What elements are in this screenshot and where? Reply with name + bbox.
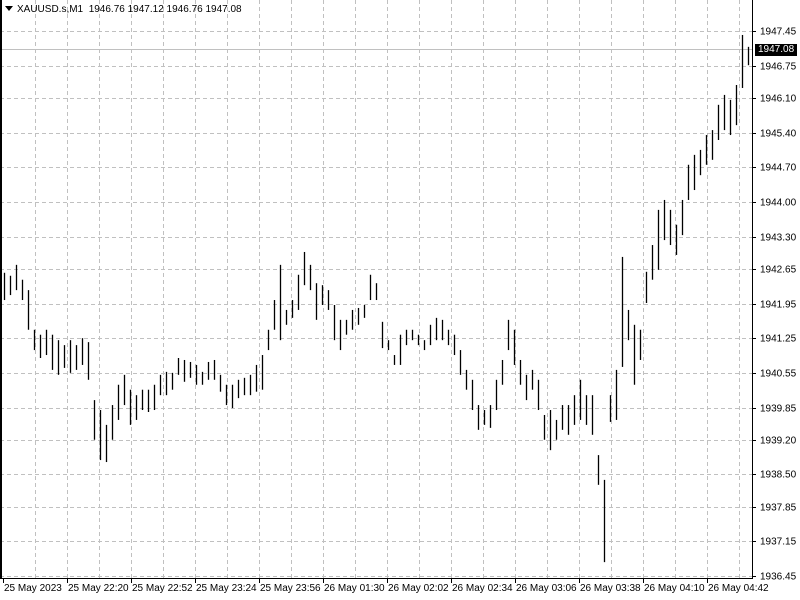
time-tick-label: 25 May 23:56 bbox=[260, 583, 321, 594]
price-tick-label: 1936.45 bbox=[760, 571, 797, 582]
price-tick-label: 1945.40 bbox=[760, 128, 797, 139]
price-bars bbox=[3, 34, 750, 563]
price-tick-label: 1946.10 bbox=[760, 93, 797, 104]
time-tick-label: 25 May 23:24 bbox=[196, 583, 257, 594]
grid bbox=[0, 0, 752, 578]
chart-title[interactable]: XAUUSD.s,M1 1946.76 1947.12 1946.76 1947… bbox=[5, 4, 242, 15]
price-tick-label: 1947.45 bbox=[760, 26, 797, 37]
price-tick-label: 1938.50 bbox=[760, 469, 797, 480]
price-tick-label: 1944.00 bbox=[760, 197, 797, 208]
price-tick-label: 1939.85 bbox=[760, 403, 797, 414]
time-tick-label: 26 May 02:02 bbox=[388, 583, 449, 594]
price-tick-label: 1946.75 bbox=[760, 61, 797, 72]
price-tick-label: 1937.85 bbox=[760, 502, 797, 513]
price-tick-label: 1940.55 bbox=[760, 368, 797, 379]
bid-price-label: 1947.08 bbox=[755, 43, 798, 56]
time-tick-label: 26 May 03:06 bbox=[516, 583, 577, 594]
time-tick-label: 26 May 04:42 bbox=[708, 583, 769, 594]
price-tick-label: 1943.30 bbox=[760, 232, 797, 243]
price-tick-label: 1941.25 bbox=[760, 333, 797, 344]
time-tick-label: 26 May 02:34 bbox=[452, 583, 513, 594]
price-tick-label: 1941.95 bbox=[760, 299, 797, 310]
axis-ticks bbox=[3, 31, 756, 583]
price-tick-label: 1937.15 bbox=[760, 536, 797, 547]
dropdown-triangle-icon[interactable] bbox=[5, 6, 13, 11]
price-tick-label: 1939.20 bbox=[760, 435, 797, 446]
time-tick-label: 26 May 04:10 bbox=[644, 583, 705, 594]
price-tick-label: 1942.65 bbox=[760, 264, 797, 275]
time-tick-label: 26 May 03:38 bbox=[580, 583, 641, 594]
time-tick-label: 25 May 2023 bbox=[4, 583, 62, 594]
time-tick-label: 26 May 01:30 bbox=[324, 583, 385, 594]
price-tick-label: 1944.70 bbox=[760, 162, 797, 173]
symbol-label: XAUUSD.s,M1 bbox=[17, 4, 84, 15]
time-tick-label: 25 May 22:52 bbox=[132, 583, 193, 594]
time-tick-label: 25 May 22:20 bbox=[68, 583, 129, 594]
ohlc-label: 1946.76 1947.12 1946.76 1947.08 bbox=[88, 4, 242, 15]
